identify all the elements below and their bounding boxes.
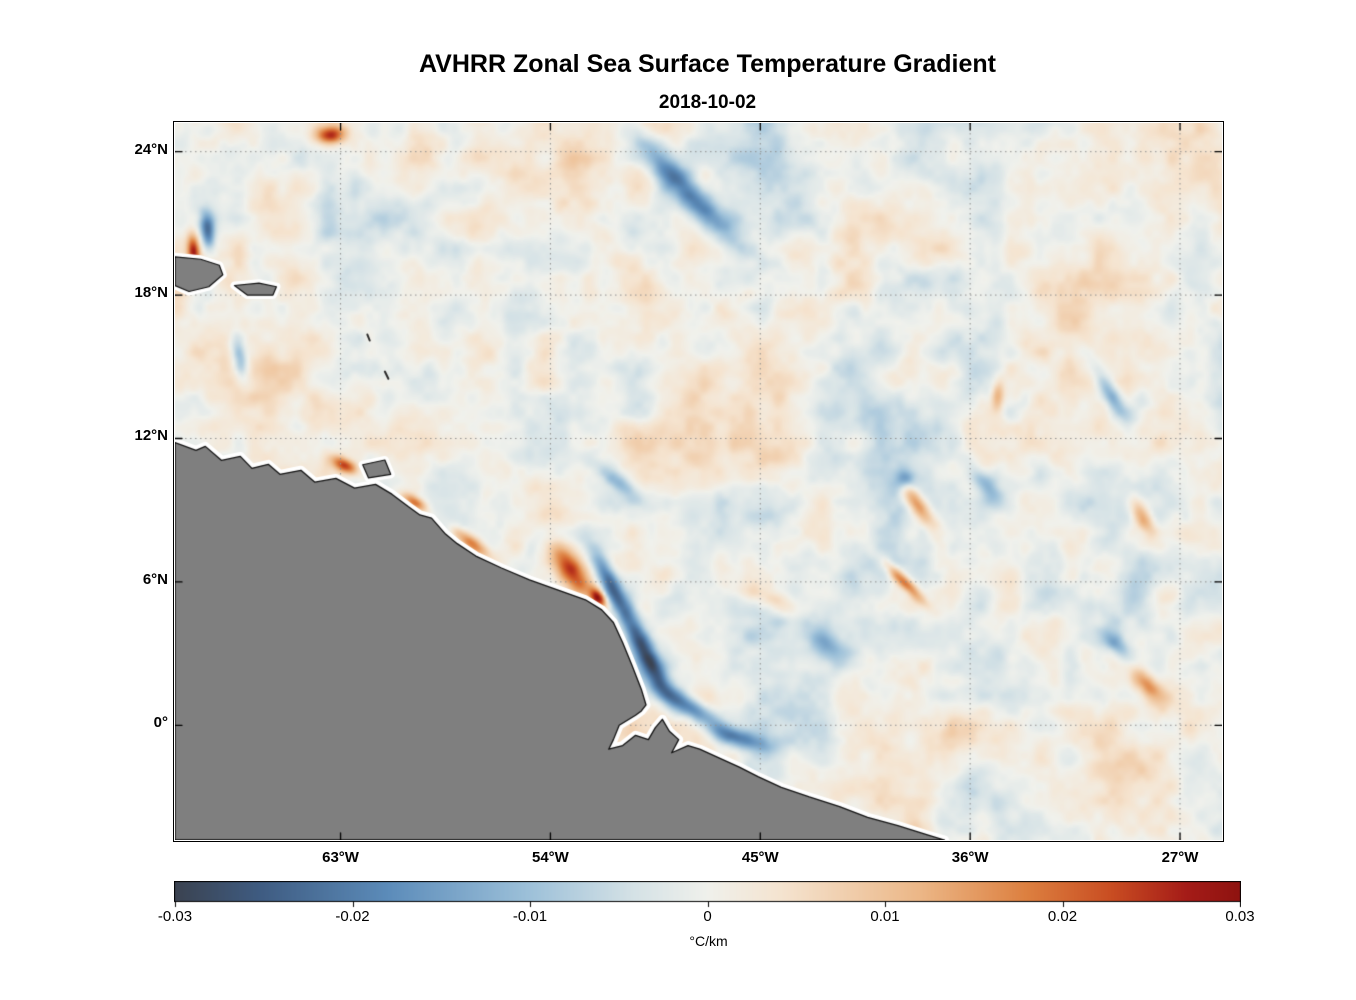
chart-subtitle: 2018-10-02 [658,92,757,113]
x-axis-tick-label: 54°W [532,849,569,866]
x-axis-tick-label: 36°W [951,849,989,866]
colorbar-tick-label: 0.01 [870,908,900,925]
colorbar-tick-label: 0.03 [1225,908,1255,925]
y-axis-tick-label: 18°N [134,284,168,302]
y-axis-tick-label: 24°N [134,140,168,158]
x-axis-tick-label: 45°W [741,849,779,866]
sst-gradient-map-canvas [175,123,1222,840]
colorbar-tick-label: 0.02 [1047,908,1078,925]
y-axis-tick-label: 0° [153,714,168,732]
x-axis-tick-label: 27°W [1161,849,1199,866]
y-axis-tick-label: 12°N [134,427,168,445]
colorbar-canvas [174,881,1241,908]
colorbar-tick-label: -0.01 [512,908,548,925]
colorbar-units-label: °C/km [689,933,728,949]
colorbar-tick-label: -0.02 [335,908,370,925]
colorbar-tick-label: 0 [703,908,712,925]
chart-title: AVHRR Zonal Sea Surface Temperature Grad… [418,50,996,78]
x-axis-tick-label: 63°W [322,849,359,866]
colorbar-tick-label: -0.03 [157,908,193,925]
y-axis-tick-label: 6°N [142,570,168,588]
